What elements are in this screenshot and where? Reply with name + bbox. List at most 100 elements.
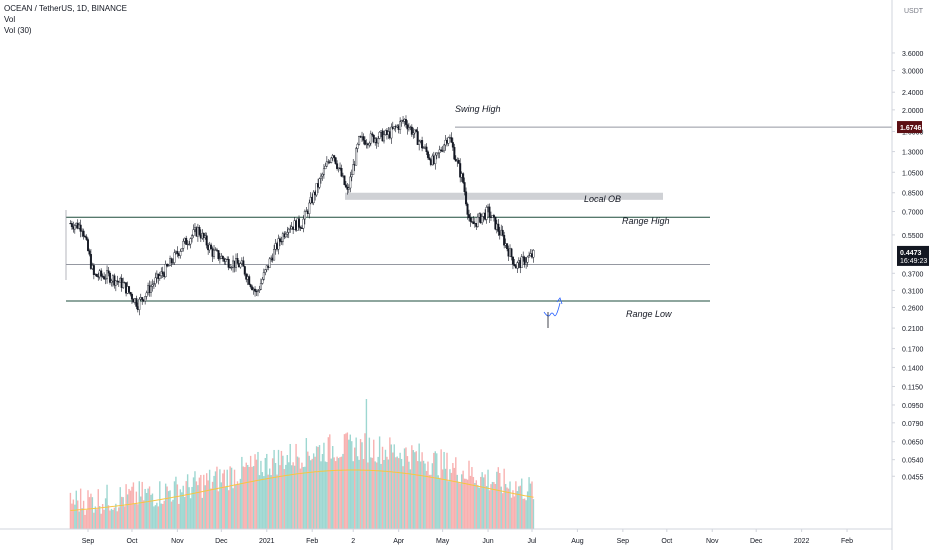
time-axis[interactable]: Sep Oct Nov Dec 2021 Feb 2 Apr May Jun Jul Aug Sep Oc… (0, 528, 892, 545)
volume-bar (304, 466, 306, 529)
volume-ma-indicator-label[interactable]: Vol (30) (4, 26, 32, 35)
volume-bar (493, 482, 495, 529)
candle-body (79, 224, 82, 232)
candle-body (230, 267, 233, 269)
candle-body (258, 289, 261, 291)
volume-bar (482, 477, 485, 529)
candle (344, 180, 347, 189)
candle-body (312, 191, 315, 204)
candle-body (302, 218, 305, 229)
candle (154, 272, 157, 287)
candle (116, 275, 119, 285)
candle (95, 273, 98, 277)
volume-bar (305, 438, 308, 529)
candle (303, 209, 306, 225)
volume-bar (332, 446, 334, 529)
volume-bar (329, 434, 331, 529)
candle (173, 249, 176, 265)
candle-body (151, 284, 154, 287)
candle-body (363, 140, 366, 145)
volume-bar (233, 469, 236, 529)
local-ob-label[interactable]: Local OB (584, 194, 621, 204)
volume-bar (288, 462, 290, 529)
candle-body (333, 155, 336, 158)
candle-body (289, 228, 292, 230)
swing-price-badge[interactable] (897, 121, 922, 134)
candle (510, 247, 513, 261)
volume-bar (339, 457, 341, 529)
price-axis[interactable]: USDT3.60003.00002.40002.00001.60001.3000… (891, 0, 929, 550)
candle-body (347, 187, 350, 190)
volume-bar (364, 433, 366, 529)
candle-body (242, 260, 245, 267)
candle (506, 243, 509, 252)
time-tick-label: 2021 (259, 538, 275, 545)
local-ob-zone[interactable] (345, 192, 663, 200)
candle-body (349, 176, 352, 189)
volume-bar (194, 471, 196, 529)
candle (100, 268, 103, 281)
time-tick-label: Jul (528, 538, 537, 545)
candle (368, 141, 371, 148)
volume-bar (326, 462, 328, 529)
chart-plot[interactable]: Swing High Local OB Range High Range Low (65, 104, 892, 529)
range-high-label[interactable]: Range High (622, 216, 670, 226)
candle-body (262, 272, 265, 280)
volume-bar (400, 458, 403, 529)
volume-bar (142, 500, 145, 529)
candle (122, 277, 125, 289)
candle-body (141, 297, 144, 300)
volume-bar (477, 484, 479, 529)
range-low-label[interactable]: Range Low (626, 309, 672, 319)
volume-bar (145, 492, 148, 529)
candle-body (86, 239, 89, 251)
candle (188, 240, 191, 246)
volume-bar (242, 466, 245, 529)
volume-bar (421, 452, 423, 529)
time-tick-label: Feb (306, 538, 318, 545)
volume-bar (153, 506, 155, 529)
candle-body (287, 228, 290, 233)
volume-bar (207, 480, 209, 529)
candle-body (352, 164, 355, 175)
candle (334, 157, 337, 165)
volume-bar (462, 470, 464, 529)
price-tick-label: 0.3100 (902, 288, 924, 295)
volume-bar (184, 496, 186, 529)
candle-body (108, 272, 111, 283)
volume-bar (252, 466, 255, 529)
volume-bar (93, 512, 95, 529)
candle-body (358, 136, 361, 145)
candle-body (466, 203, 469, 215)
volume-bar (440, 449, 442, 529)
candle-body (325, 161, 328, 167)
candle (277, 234, 280, 255)
candle (451, 137, 454, 151)
volume-bar (186, 474, 189, 529)
volume-indicator-label[interactable]: Vol (4, 15, 16, 24)
candle-body (89, 254, 92, 269)
time-tick-label: Dec (750, 538, 763, 545)
last-price-badge[interactable] (897, 245, 929, 266)
candle (399, 117, 402, 134)
volume-bar (452, 462, 454, 529)
volume-bar (523, 498, 526, 529)
volume-bar (494, 483, 497, 529)
volume-bar (267, 474, 269, 529)
projection-arrowhead-icon (556, 297, 563, 305)
candle-body (336, 163, 339, 169)
candle (89, 249, 92, 270)
volume-bar (496, 471, 498, 529)
swing-high-label[interactable]: Swing High (455, 104, 501, 114)
volume-bar (255, 459, 258, 529)
volume-bar (374, 461, 376, 529)
candle (523, 255, 526, 268)
symbol-title[interactable]: OCEAN / TetherUS, 1D, BINANCE (4, 4, 127, 13)
volume-bar (185, 481, 187, 529)
volume-bar (200, 474, 202, 529)
volume-bar (126, 494, 129, 529)
candle-body (526, 256, 529, 263)
candle (167, 263, 170, 267)
candle-body (525, 262, 528, 265)
